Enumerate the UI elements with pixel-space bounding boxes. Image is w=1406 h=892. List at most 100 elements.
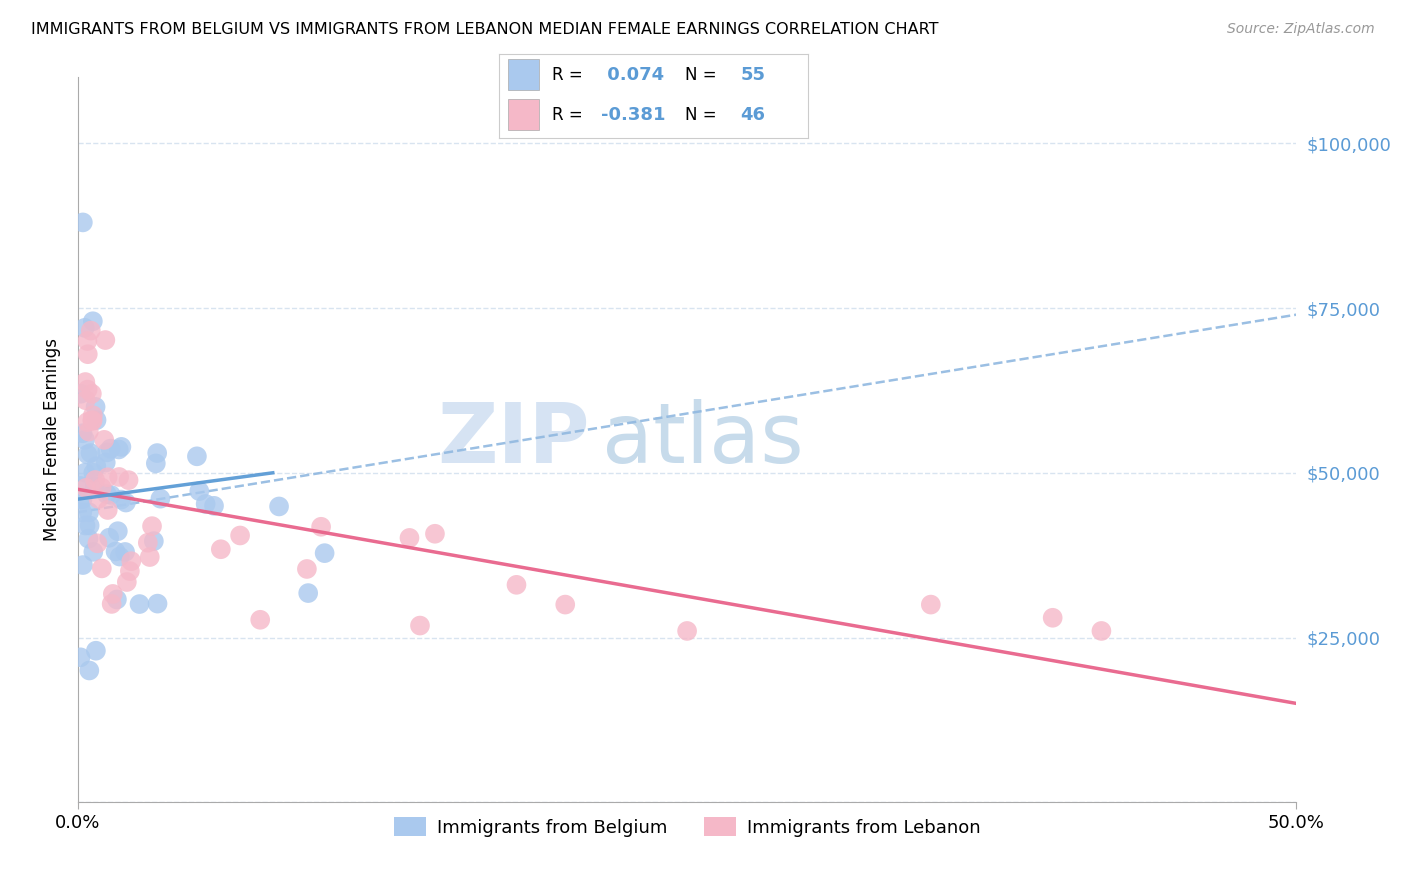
Point	[90, 561, 112, 575]
Point	[75, 466, 97, 480]
Point	[94, 456, 117, 470]
Point	[84, 400, 107, 414]
Point	[118, 564, 141, 578]
Point	[98, 531, 121, 545]
Text: N =: N =	[685, 105, 721, 123]
Point	[82, 545, 104, 559]
Bar	[509, 99, 540, 130]
Point	[86, 413, 108, 427]
Point	[146, 597, 169, 611]
Text: ZIP: ZIP	[437, 400, 589, 481]
Point	[141, 519, 163, 533]
Text: R =: R =	[551, 66, 588, 84]
Point	[76, 334, 98, 348]
Text: 46: 46	[741, 105, 765, 123]
Point	[101, 587, 124, 601]
Point	[146, 446, 169, 460]
Point	[79, 446, 101, 460]
Point	[76, 415, 98, 429]
Point	[84, 473, 107, 487]
Point	[188, 484, 211, 499]
Point	[194, 497, 217, 511]
Point	[309, 520, 332, 534]
Point	[83, 479, 105, 493]
Point	[110, 492, 132, 507]
Point	[107, 442, 129, 457]
Point	[136, 535, 159, 549]
Point	[75, 481, 97, 495]
Point	[75, 393, 97, 408]
Point	[186, 450, 208, 464]
Point	[104, 544, 127, 558]
Point	[75, 433, 97, 447]
Point	[93, 433, 115, 447]
Bar	[509, 60, 540, 90]
Text: N =: N =	[685, 66, 721, 84]
Point	[97, 503, 120, 517]
Point	[73, 321, 96, 335]
Text: 55: 55	[741, 66, 765, 84]
Point	[76, 447, 98, 461]
Point	[107, 524, 129, 538]
Point	[80, 386, 103, 401]
Point	[117, 473, 139, 487]
Point	[110, 440, 132, 454]
Point	[229, 528, 252, 542]
Point	[90, 481, 112, 495]
Point	[96, 445, 118, 459]
Point	[505, 578, 527, 592]
Point	[676, 624, 699, 638]
Point	[209, 542, 232, 557]
Point	[77, 532, 100, 546]
Point	[69, 492, 91, 507]
Text: Source: ZipAtlas.com: Source: ZipAtlas.com	[1227, 22, 1375, 37]
Point	[297, 586, 319, 600]
Point	[82, 409, 104, 423]
Point	[69, 479, 91, 493]
Point	[82, 466, 104, 480]
Point	[86, 536, 108, 550]
Point	[409, 618, 432, 632]
Point	[149, 491, 172, 506]
Point	[72, 492, 94, 507]
Point	[142, 534, 165, 549]
Point	[69, 386, 91, 401]
Point	[72, 215, 94, 229]
Point	[77, 505, 100, 519]
Point	[100, 442, 122, 456]
Legend: Immigrants from Belgium, Immigrants from Lebanon: Immigrants from Belgium, Immigrants from…	[387, 810, 987, 844]
Text: -0.381: -0.381	[602, 105, 665, 123]
Point	[82, 414, 104, 428]
Point	[80, 324, 103, 338]
Point	[267, 500, 290, 514]
Point	[100, 488, 122, 502]
Point	[108, 470, 131, 484]
Point	[108, 549, 131, 564]
Text: 0.074: 0.074	[602, 66, 664, 84]
Point	[295, 562, 318, 576]
Point	[554, 598, 576, 612]
Text: IMMIGRANTS FROM BELGIUM VS IMMIGRANTS FROM LEBANON MEDIAN FEMALE EARNINGS CORREL: IMMIGRANTS FROM BELGIUM VS IMMIGRANTS FR…	[31, 22, 938, 37]
Point	[86, 459, 108, 474]
Y-axis label: Median Female Earnings: Median Female Earnings	[44, 338, 60, 541]
Point	[398, 531, 420, 545]
Text: R =: R =	[551, 105, 588, 123]
Point	[105, 592, 128, 607]
Point	[82, 314, 104, 328]
Point	[75, 375, 97, 389]
Point	[76, 383, 98, 397]
Point	[77, 425, 100, 439]
Point	[120, 554, 142, 568]
Point	[139, 549, 162, 564]
Point	[249, 613, 271, 627]
Point	[72, 426, 94, 441]
Point	[100, 597, 122, 611]
Point	[94, 333, 117, 347]
Point	[72, 558, 94, 572]
Point	[96, 487, 118, 501]
Point	[314, 546, 336, 560]
Point	[87, 491, 110, 506]
Point	[202, 499, 225, 513]
Point	[82, 413, 104, 427]
Point	[145, 456, 167, 470]
